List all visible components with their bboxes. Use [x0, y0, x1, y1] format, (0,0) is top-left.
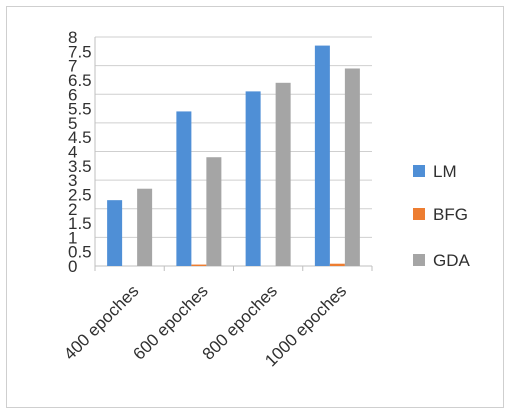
- y-tick-label: 1: [68, 228, 77, 247]
- y-tick-label: 6.5: [68, 71, 92, 90]
- legend-swatch-gda: [413, 254, 425, 266]
- y-tick-label: 5: [68, 114, 77, 133]
- y-tick-label: 7: [68, 57, 77, 76]
- bar-gda: [275, 82, 291, 266]
- y-tick-label: 0.5: [68, 243, 92, 262]
- bar-bfg: [191, 264, 207, 266]
- bar-gda: [206, 157, 222, 266]
- legend-label: LM: [433, 162, 457, 181]
- y-tick-label: 8: [68, 28, 77, 47]
- legend-swatch-lm: [413, 165, 425, 177]
- bar-gda: [137, 188, 153, 266]
- bar-lm: [314, 45, 330, 267]
- bar-lm: [245, 91, 261, 266]
- y-tick-label: 2.5: [68, 185, 92, 204]
- bar-lm: [107, 200, 123, 266]
- legend-swatch-bfg: [413, 208, 425, 220]
- y-tick-label: 7.5: [68, 42, 92, 61]
- bar-bfg: [329, 263, 345, 266]
- bar-gda: [344, 68, 360, 266]
- y-tick-label: 3: [68, 171, 77, 190]
- y-tick-label: 4.5: [68, 128, 92, 147]
- y-tick-label: 4: [68, 143, 77, 162]
- y-tick-label: 2: [68, 200, 77, 219]
- y-tick-label: 3.5: [68, 157, 92, 176]
- y-tick-label: 6: [68, 85, 77, 104]
- legend-label: GDA: [433, 251, 471, 270]
- legend-label: BFG: [433, 205, 468, 224]
- bar-lm: [176, 111, 192, 266]
- y-tick-label: 1.5: [68, 214, 92, 233]
- y-tick-label: 5.5: [68, 100, 92, 119]
- y-tick-label: 0: [68, 257, 77, 276]
